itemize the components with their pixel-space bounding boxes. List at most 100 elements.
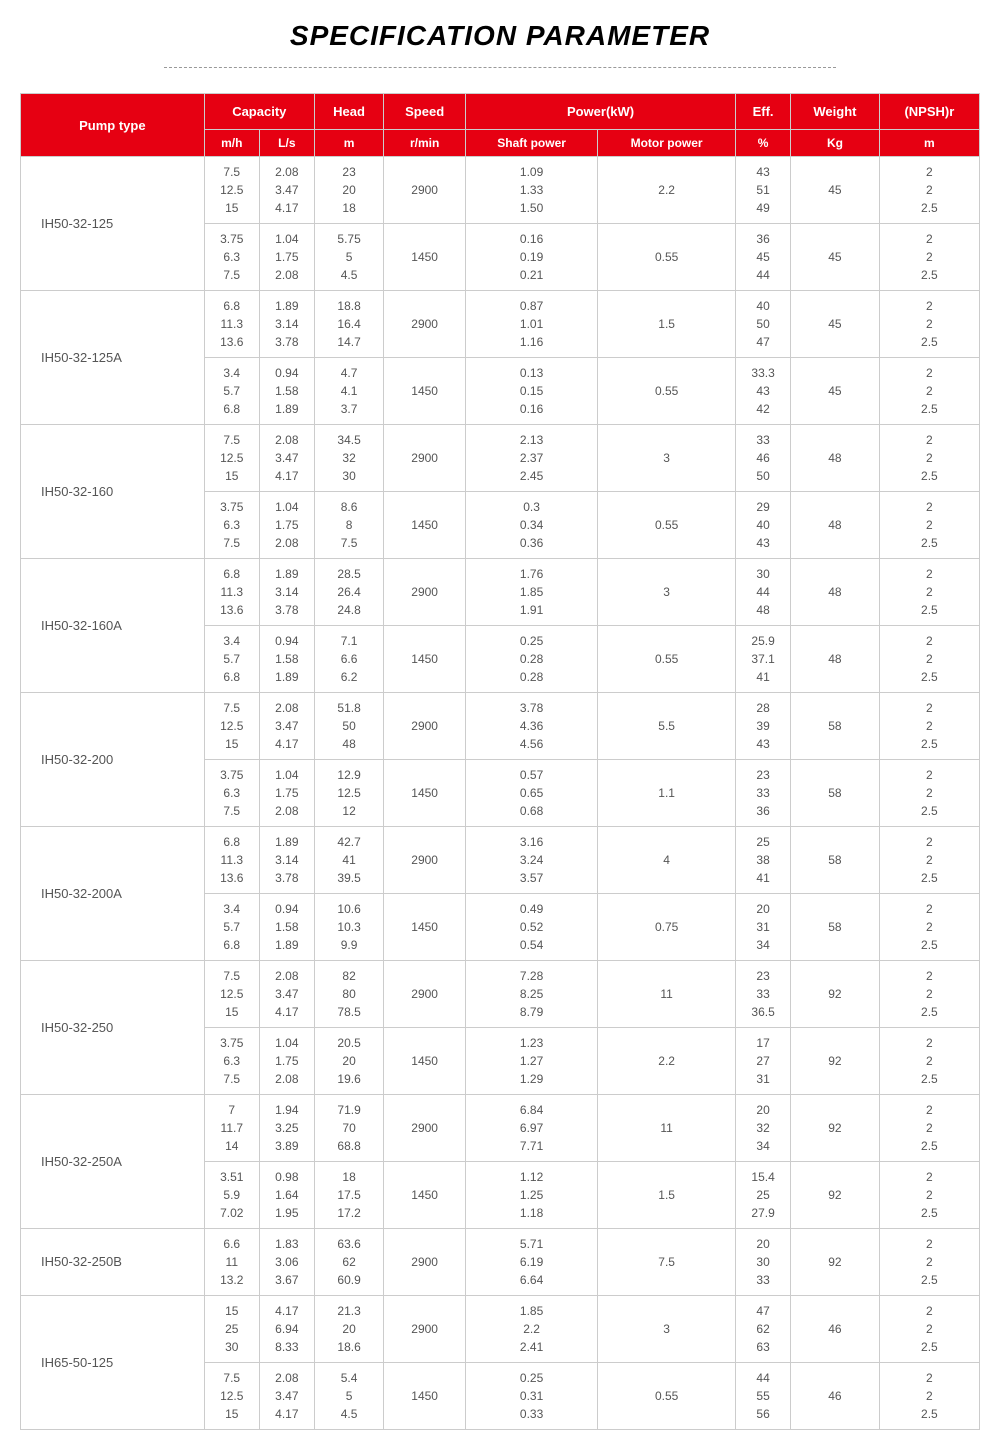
- cell-weight: 45: [791, 358, 880, 425]
- cell-shaft: 0.49 0.52 0.54: [466, 894, 598, 961]
- cell-speed: 2900: [384, 961, 466, 1028]
- cell-mh: 7.5 12.5 15: [204, 425, 259, 492]
- table-row: IH50-32-1257.5 12.5 152.08 3.47 4.1723 2…: [21, 157, 980, 224]
- cell-speed: 2900: [384, 291, 466, 358]
- cell-speed: 1450: [384, 626, 466, 693]
- cell-ls: 2.08 3.47 4.17: [259, 1363, 314, 1430]
- cell-motor: 0.55: [598, 1363, 736, 1430]
- cell-head: 23 20 18: [314, 157, 383, 224]
- cell-shaft: 0.25 0.31 0.33: [466, 1363, 598, 1430]
- cell-weight: 45: [791, 224, 880, 291]
- cell-head: 4.7 4.1 3.7: [314, 358, 383, 425]
- cell-head: 18 17.5 17.2: [314, 1162, 383, 1229]
- cell-speed: 1450: [384, 1363, 466, 1430]
- table-row: IH50-32-2007.5 12.5 152.08 3.47 4.1751.8…: [21, 693, 980, 760]
- cell-mh: 3.75 6.3 7.5: [204, 760, 259, 827]
- cell-weight: 46: [791, 1363, 880, 1430]
- cell-npsh: 2 2 2.5: [879, 961, 979, 1028]
- cell-shaft: 7.28 8.25 8.79: [466, 961, 598, 1028]
- cell-weight: 46: [791, 1296, 880, 1363]
- cell-speed: 2900: [384, 827, 466, 894]
- table-row: IH65-50-12515 25 304.17 6.94 8.3321.3 20…: [21, 1296, 980, 1363]
- cell-npsh: 2 2 2.5: [879, 1162, 979, 1229]
- cell-ls: 0.94 1.58 1.89: [259, 894, 314, 961]
- cell-speed: 1450: [384, 358, 466, 425]
- cell-mh: 7.5 12.5 15: [204, 1363, 259, 1430]
- cell-motor: 3: [598, 559, 736, 626]
- col-weight-unit: Kg: [791, 130, 880, 157]
- table-row: IH50-32-250B6.6 11 13.21.83 3.06 3.6763.…: [21, 1229, 980, 1296]
- cell-weight: 58: [791, 827, 880, 894]
- cell-head: 51.8 50 48: [314, 693, 383, 760]
- table-header: Pump type Capacity Head Speed Power(kW) …: [21, 94, 980, 157]
- cell-head: 21.3 20 18.6: [314, 1296, 383, 1363]
- cell-npsh: 2 2 2.5: [879, 157, 979, 224]
- cell-motor: 7.5: [598, 1229, 736, 1296]
- cell-pump-type: IH65-50-125: [21, 1296, 205, 1430]
- cell-head: 28.5 26.4 24.8: [314, 559, 383, 626]
- cell-speed: 1450: [384, 1028, 466, 1095]
- cell-weight: 48: [791, 626, 880, 693]
- cell-eff: 44 55 56: [736, 1363, 791, 1430]
- cell-eff: 40 50 47: [736, 291, 791, 358]
- cell-motor: 11: [598, 1095, 736, 1162]
- cell-shaft: 1.76 1.85 1.91: [466, 559, 598, 626]
- cell-npsh: 2 2 2.5: [879, 291, 979, 358]
- cell-mh: 3.4 5.7 6.8: [204, 626, 259, 693]
- cell-motor: 0.55: [598, 358, 736, 425]
- col-speed-unit: r/min: [384, 130, 466, 157]
- cell-head: 12.9 12.5 12: [314, 760, 383, 827]
- cell-motor: 2.2: [598, 157, 736, 224]
- cell-ls: 1.89 3.14 3.78: [259, 827, 314, 894]
- cell-speed: 2900: [384, 693, 466, 760]
- cell-eff: 33.3 43 42: [736, 358, 791, 425]
- cell-ls: 0.94 1.58 1.89: [259, 358, 314, 425]
- cell-ls: 1.04 1.75 2.08: [259, 224, 314, 291]
- cell-mh: 7.5 12.5 15: [204, 157, 259, 224]
- col-speed: Speed: [384, 94, 466, 130]
- cell-mh: 3.75 6.3 7.5: [204, 1028, 259, 1095]
- col-npsh-unit: m: [879, 130, 979, 157]
- cell-eff: 20 31 34: [736, 894, 791, 961]
- cell-shaft: 3.78 4.36 4.56: [466, 693, 598, 760]
- cell-ls: 2.08 3.47 4.17: [259, 425, 314, 492]
- cell-motor: 1.5: [598, 1162, 736, 1229]
- cell-speed: 1450: [384, 492, 466, 559]
- cell-motor: 11: [598, 961, 736, 1028]
- cell-speed: 2900: [384, 1296, 466, 1363]
- table-row: IH50-32-1607.5 12.5 152.08 3.47 4.1734.5…: [21, 425, 980, 492]
- cell-eff: 20 32 34: [736, 1095, 791, 1162]
- cell-weight: 92: [791, 1028, 880, 1095]
- table-row: IH50-32-160A6.8 11.3 13.61.89 3.14 3.782…: [21, 559, 980, 626]
- cell-weight: 58: [791, 760, 880, 827]
- cell-motor: 0.75: [598, 894, 736, 961]
- cell-ls: 2.08 3.47 4.17: [259, 961, 314, 1028]
- cell-mh: 6.8 11.3 13.6: [204, 559, 259, 626]
- cell-shaft: 3.16 3.24 3.57: [466, 827, 598, 894]
- cell-head: 7.1 6.6 6.2: [314, 626, 383, 693]
- cell-weight: 45: [791, 291, 880, 358]
- cell-mh: 7 11.7 14: [204, 1095, 259, 1162]
- cell-shaft: 1.23 1.27 1.29: [466, 1028, 598, 1095]
- cell-shaft: 0.13 0.15 0.16: [466, 358, 598, 425]
- cell-speed: 2900: [384, 559, 466, 626]
- cell-weight: 92: [791, 961, 880, 1028]
- cell-mh: 3.75 6.3 7.5: [204, 492, 259, 559]
- cell-pump-type: IH50-32-125: [21, 157, 205, 291]
- cell-shaft: 0.25 0.28 0.28: [466, 626, 598, 693]
- table-body: IH50-32-1257.5 12.5 152.08 3.47 4.1723 2…: [21, 157, 980, 1430]
- cell-mh: 7.5 12.5 15: [204, 693, 259, 760]
- cell-eff: 17 27 31: [736, 1028, 791, 1095]
- table-row: IH50-32-200A6.8 11.3 13.61.89 3.14 3.784…: [21, 827, 980, 894]
- col-motor-power: Motor power: [598, 130, 736, 157]
- cell-head: 42.7 41 39.5: [314, 827, 383, 894]
- cell-weight: 58: [791, 693, 880, 760]
- cell-ls: 1.04 1.75 2.08: [259, 760, 314, 827]
- cell-weight: 48: [791, 559, 880, 626]
- cell-mh: 6.6 11 13.2: [204, 1229, 259, 1296]
- cell-speed: 1450: [384, 224, 466, 291]
- cell-mh: 6.8 11.3 13.6: [204, 291, 259, 358]
- cell-weight: 58: [791, 894, 880, 961]
- table-row: IH50-32-2507.5 12.5 152.08 3.47 4.1782 8…: [21, 961, 980, 1028]
- cell-motor: 3: [598, 1296, 736, 1363]
